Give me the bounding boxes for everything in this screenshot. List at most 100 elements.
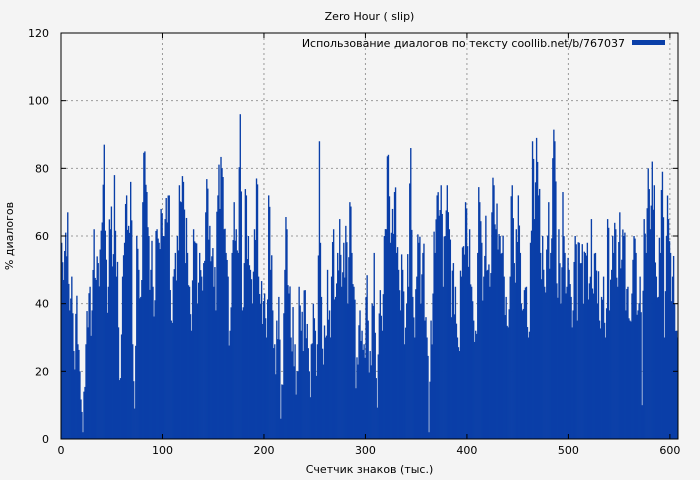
- bar: [523, 290, 526, 439]
- bar: [381, 330, 384, 439]
- bar: [139, 298, 141, 439]
- y-tick-label: 20: [35, 365, 49, 378]
- bar: [616, 277, 618, 439]
- bar: [147, 227, 149, 439]
- bar: [202, 290, 204, 439]
- bar: [93, 229, 95, 439]
- bar: [569, 284, 571, 439]
- bar: [338, 270, 340, 439]
- y-tick-label: 80: [35, 162, 49, 175]
- bar: [600, 296, 603, 439]
- bar: [480, 221, 482, 439]
- bar: [406, 303, 408, 439]
- bar: [275, 374, 277, 439]
- bar: [630, 321, 632, 439]
- bar: [596, 303, 599, 439]
- bar: [223, 229, 225, 439]
- bar: [637, 310, 639, 439]
- bar: [195, 243, 198, 439]
- bar: [559, 263, 561, 439]
- bar: [547, 235, 549, 439]
- bar: [281, 384, 283, 439]
- bar: [125, 195, 128, 439]
- bar: [171, 322, 173, 439]
- bar: [163, 236, 165, 439]
- bar: [326, 269, 329, 439]
- bar: [376, 407, 378, 439]
- bar: [355, 388, 357, 439]
- bar: [149, 289, 151, 439]
- bar: [628, 318, 630, 439]
- bar: [106, 312, 109, 439]
- bar: [474, 341, 476, 439]
- bar: [508, 309, 510, 439]
- bar: [151, 240, 153, 439]
- bar: [299, 305, 301, 439]
- bar: [521, 310, 524, 439]
- bar: [591, 288, 594, 439]
- bar: [563, 236, 565, 439]
- bar: [154, 300, 156, 439]
- bar: [124, 203, 127, 439]
- bar: [227, 276, 229, 439]
- bar: [62, 262, 64, 439]
- bar: [73, 351, 75, 439]
- bar: [189, 314, 192, 439]
- bar: [470, 286, 473, 439]
- bar: [632, 259, 634, 439]
- bar: [661, 171, 664, 439]
- bar: [220, 156, 222, 439]
- bar: [145, 184, 147, 439]
- bar: [414, 337, 416, 439]
- bar: [313, 318, 316, 439]
- bar: [99, 249, 101, 439]
- bar: [615, 229, 617, 439]
- bar: [385, 229, 388, 439]
- bar: [234, 240, 236, 439]
- bar: [468, 229, 471, 439]
- bar: [284, 269, 286, 439]
- bar: [87, 327, 89, 439]
- bar: [528, 331, 531, 439]
- bar: [236, 250, 238, 439]
- bar: [410, 148, 412, 440]
- bar: [337, 252, 339, 439]
- bar: [175, 280, 178, 439]
- bar: [475, 330, 477, 439]
- bar: [307, 348, 309, 439]
- bar: [364, 357, 366, 439]
- bar: [265, 337, 268, 439]
- bar: [667, 219, 670, 439]
- bar: [471, 301, 474, 439]
- bar: [449, 239, 452, 439]
- bar: [370, 365, 372, 439]
- bar: [409, 183, 411, 439]
- bar: [120, 334, 123, 439]
- bar: [148, 236, 150, 439]
- bar: [442, 286, 444, 439]
- bar: [664, 291, 667, 439]
- bar: [652, 209, 654, 439]
- bar: [590, 219, 593, 439]
- bar: [663, 337, 666, 439]
- bar: [290, 337, 292, 439]
- bar: [346, 242, 348, 439]
- bar: [242, 307, 245, 439]
- bar: [71, 276, 73, 439]
- bar: [352, 284, 354, 439]
- bar: [274, 344, 276, 439]
- bar: [114, 230, 117, 439]
- bar: [162, 236, 164, 439]
- bar: [321, 348, 324, 439]
- bar: [360, 340, 362, 439]
- bar: [411, 229, 413, 439]
- bar: [123, 242, 126, 439]
- bar: [425, 317, 427, 439]
- bar: [102, 184, 104, 439]
- bar: [103, 144, 105, 439]
- bar: [218, 164, 220, 440]
- bar: [451, 270, 454, 439]
- bar: [168, 195, 170, 439]
- bar: [440, 185, 442, 439]
- bar: [428, 432, 430, 439]
